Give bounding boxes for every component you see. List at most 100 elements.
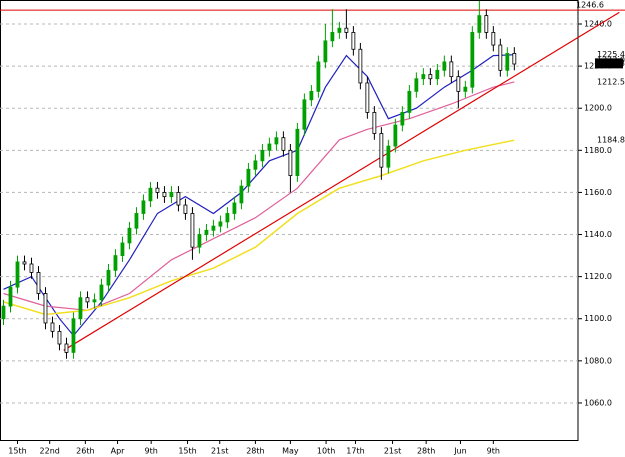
candle-body: [232, 202, 237, 214]
candle-body: [225, 213, 230, 223]
candle-body: [99, 284, 104, 301]
candle-body: [183, 204, 188, 214]
x-tick-label: 10th: [317, 447, 335, 456]
price-label: 1246.6: [576, 1, 604, 10]
y-tick-label: 1160.0: [584, 188, 612, 197]
candle-body: [337, 27, 342, 33]
candle-body: [498, 44, 503, 71]
candle-body: [288, 149, 293, 176]
candle-body: [393, 124, 398, 147]
x-tick-label: Apr: [111, 447, 126, 456]
candle-body: [253, 160, 258, 170]
x-tick-label: 17th: [346, 447, 364, 456]
candle-body: [456, 76, 461, 92]
candle-body: [267, 143, 272, 151]
y-tick-label: 1140.0: [584, 230, 612, 239]
candle-body: [71, 318, 76, 353]
candle-body: [148, 187, 153, 202]
candle-body: [197, 234, 202, 248]
price-label: 1184.8: [597, 136, 625, 145]
x-tick-label: 21st: [384, 447, 401, 456]
candle-body: [43, 293, 48, 324]
candle-body: [323, 40, 328, 63]
moving-average: [3, 139, 515, 316]
candle-body: [64, 343, 69, 353]
candle-body: [274, 137, 279, 145]
candle-body: [190, 213, 195, 248]
x-tick-label: May: [282, 447, 299, 456]
candle-body: [505, 53, 510, 71]
candle-body: [15, 261, 20, 288]
candle-body: [211, 225, 216, 231]
x-tick-label: 28th: [417, 447, 435, 456]
candle-body: [470, 32, 475, 88]
candle-body: [400, 112, 405, 126]
y-tick-label: 1060.0: [584, 398, 612, 407]
price-label: 1221.3: [597, 59, 625, 68]
candle-body: [358, 48, 363, 84]
candle-body: [407, 90, 412, 113]
candle-body: [92, 299, 97, 303]
candle-body: [365, 82, 370, 113]
candle-body: [260, 149, 265, 162]
candle-body: [1, 305, 6, 320]
x-tick-label: 9th: [487, 447, 500, 456]
candle-body: [491, 32, 496, 46]
candle-body: [379, 133, 384, 168]
candle-body: [372, 112, 377, 134]
candle-body: [155, 187, 160, 193]
x-tick-label: 9th: [144, 447, 157, 456]
x-tick-label: 28th: [246, 447, 264, 456]
candle-body: [239, 185, 244, 204]
candle-body: [8, 286, 13, 307]
candle-body: [330, 32, 335, 42]
candle-body: [421, 74, 426, 80]
y-tick-label: 1180.0: [584, 146, 612, 155]
candle-body: [22, 261, 27, 265]
candle-body: [477, 15, 482, 33]
x-tick-label: 21st: [211, 447, 228, 456]
candle-body: [141, 200, 146, 214]
candle-body: [204, 229, 209, 235]
x-tick-label: 15th: [8, 447, 26, 456]
trend-line: [63, 11, 620, 351]
candle-body: [50, 322, 55, 332]
y-tick-label: 1080.0: [584, 356, 612, 365]
candle-body: [386, 145, 391, 168]
plot-frame: [0, 0, 579, 441]
y-tick-label: 1200.0: [584, 104, 612, 113]
y-tick-label: 1240.0: [584, 20, 612, 29]
candle-body: [302, 99, 307, 130]
x-tick-label: Jun: [453, 447, 467, 456]
candle-body: [246, 168, 251, 187]
candle-body: [309, 90, 314, 101]
price-label: 1225.4: [597, 50, 625, 59]
candle-body: [295, 128, 300, 176]
y-tick-label: 1120.0: [584, 272, 612, 281]
candle-body: [449, 61, 454, 78]
moving-average: [3, 54, 515, 337]
x-tick-label: 22nd: [40, 447, 60, 456]
candle-body: [281, 137, 286, 151]
price-label: 1212.5: [597, 77, 625, 86]
candle-body: [435, 69, 440, 80]
price-label-box: [595, 58, 623, 69]
candle-body: [162, 192, 167, 198]
candle-body: [29, 263, 34, 273]
candle-body: [176, 192, 181, 206]
candle-body: [442, 61, 447, 71]
candle-body: [414, 78, 419, 92]
x-tick-label: 15th: [178, 447, 196, 456]
candle-body: [127, 227, 132, 244]
candle-body: [316, 61, 321, 92]
candle-body: [218, 221, 223, 227]
candle-body: [484, 15, 489, 33]
y-tick-label: 1100.0: [584, 314, 612, 323]
candle-body: [428, 74, 433, 80]
moving-average: [3, 81, 515, 311]
candle-body: [57, 330, 62, 345]
candle-body: [120, 242, 125, 256]
candle-body: [463, 86, 468, 92]
candle-body: [78, 297, 83, 320]
